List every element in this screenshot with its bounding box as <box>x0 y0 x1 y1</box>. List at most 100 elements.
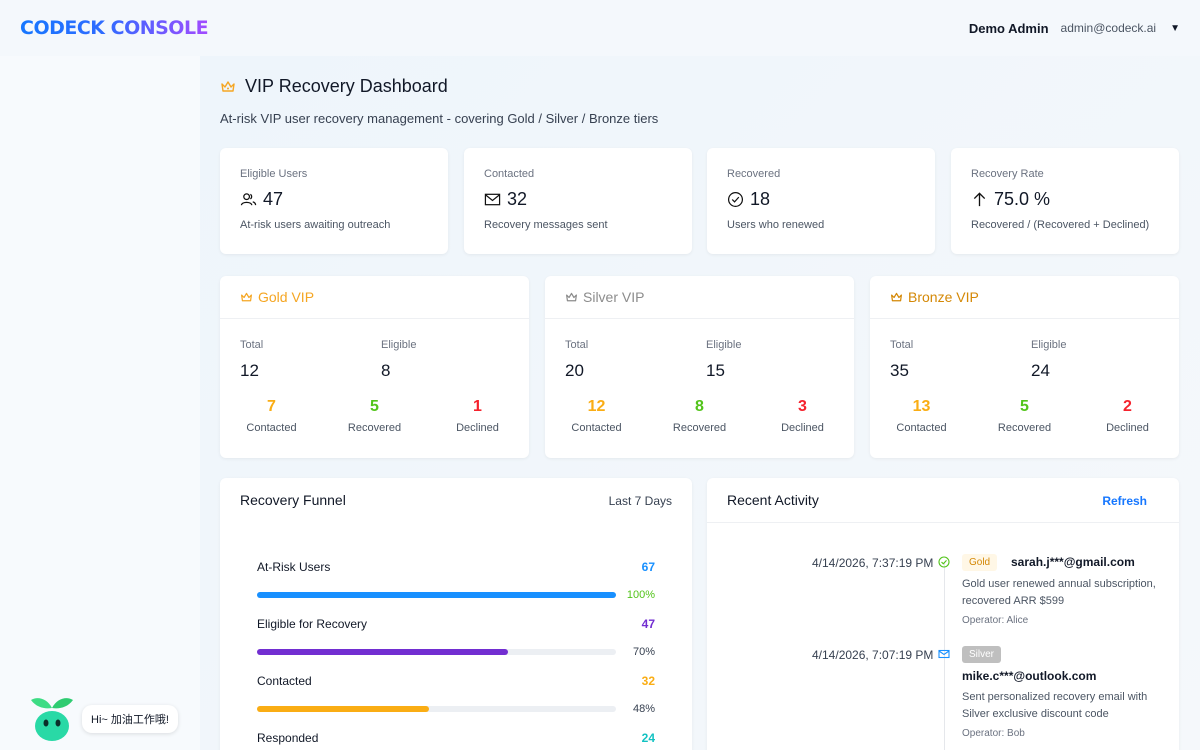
crown-icon <box>566 292 577 301</box>
activity-title: Recent Activity <box>727 492 819 508</box>
metric-label: Declined <box>781 422 824 434</box>
tier-eligible-label: Eligible <box>706 339 742 351</box>
metric-label: Declined <box>456 422 499 434</box>
main-content: VIP Recovery Dashboard At-risk VIP user … <box>200 56 1200 750</box>
metric-value: 5 <box>1020 398 1029 415</box>
tier-total-value: 35 <box>890 361 909 380</box>
metric-value: 8 <box>695 398 704 415</box>
stat-label: Contacted <box>484 168 535 180</box>
funnel-stage-count: 32 <box>641 674 655 688</box>
tier-metric-contacted: 12 Contacted <box>545 398 648 434</box>
funnel-stage-percent: 70% <box>632 646 655 658</box>
sprout-mascot-icon[interactable] <box>27 690 77 742</box>
funnel-bar-track <box>257 706 616 712</box>
page-subtitle: At-risk VIP user recovery management - c… <box>220 111 659 126</box>
tier-name: Silver VIP <box>583 289 645 305</box>
metric-label: Declined <box>1106 422 1149 434</box>
activity-operator: Operator: Bob <box>962 728 1025 739</box>
funnel-stage-name: At-Risk Users <box>257 560 331 574</box>
timeline-line <box>944 562 945 750</box>
metric-value: 1 <box>473 398 482 415</box>
metric-label: Contacted <box>246 422 297 434</box>
metric-value: 7 <box>267 398 276 415</box>
tier-total-label: Total <box>565 339 589 351</box>
funnel-stage-count: 24 <box>641 731 655 745</box>
users-icon <box>240 193 257 206</box>
metric-label: Recovered <box>347 422 402 434</box>
user-name: Demo Admin <box>968 20 1049 36</box>
mail-icon <box>938 649 950 659</box>
funnel-bar-row: 100% <box>257 589 655 601</box>
recovery-funnel-panel: Recovery Funnel Last 7 Days At-Risk User… <box>220 478 692 750</box>
stat-card-recovery-rate: Recovery Rate 75.0 % Recovered / (Recove… <box>951 148 1179 254</box>
funnel-range-selector[interactable]: Last 7 Days <box>608 494 672 508</box>
stat-value-row: 47 <box>240 189 283 210</box>
stat-value: 75.0 % <box>994 189 1051 209</box>
tier-name: Gold VIP <box>258 289 315 305</box>
metric-value: 13 <box>912 398 931 415</box>
check-circle-icon <box>727 191 744 208</box>
stat-value: 32 <box>507 189 528 209</box>
funnel-stage-count: 67 <box>641 560 655 574</box>
stat-card-eligible: Eligible Users 47 At-risk users awaiting… <box>220 148 448 254</box>
stat-description: Recovery messages sent <box>484 219 608 231</box>
page-title: VIP Recovery Dashboard <box>245 76 448 96</box>
tier-total-label: Total <box>890 339 914 351</box>
metric-label: Contacted <box>571 422 622 434</box>
stat-label: Eligible Users <box>240 168 308 180</box>
tier-header: Bronze VIP <box>870 276 1179 319</box>
refresh-button[interactable]: Refresh <box>1102 494 1147 508</box>
tier-eligible-label: Eligible <box>381 339 417 351</box>
stat-value: 47 <box>263 189 284 209</box>
assistant-bubble[interactable]: Hi~ 加油工作哦! <box>82 705 178 733</box>
funnel-stage-name: Contacted <box>257 674 312 688</box>
tier-metric-declined: 2 Declined <box>1076 398 1179 434</box>
funnel-item: Contacted 32 48% <box>257 674 655 715</box>
funnel-row: Responded 24 <box>257 731 655 745</box>
tier-total-value: 20 <box>565 361 584 380</box>
funnel-item: At-Risk Users 67 100% <box>257 560 655 601</box>
tier-header: Gold VIP <box>220 276 529 319</box>
tier-total-value: 12 <box>240 361 259 380</box>
stat-description: At-risk users awaiting outreach <box>240 219 391 231</box>
mail-icon <box>484 193 501 206</box>
funnel-item: Responded 24 <box>257 731 655 750</box>
user-menu[interactable]: Demo Admin admin@codeck.ai ▼ <box>969 21 1180 36</box>
metric-value: 2 <box>1123 398 1132 415</box>
tier-card: Bronze VIP Total 35 Eligible 24 13 Conta… <box>870 276 1179 458</box>
activity-email[interactable]: sarah.j***@gmail.com <box>1011 555 1135 569</box>
activity-time: 4/14/2026, 7:07:19 PM <box>812 648 934 662</box>
tier-eligible-value: 15 <box>706 361 725 380</box>
funnel-bar-row: 70% <box>257 646 655 658</box>
arrow-up-icon <box>973 192 986 207</box>
tier-metric-contacted: 13 Contacted <box>870 398 973 434</box>
tier-metric-declined: 3 Declined <box>751 398 854 434</box>
stat-description: Recovered / (Recovered + Declined) <box>971 219 1150 231</box>
funnel-item: Eligible for Recovery 47 70% <box>257 617 655 658</box>
caret-down-icon[interactable]: ▼ <box>1170 22 1180 34</box>
funnel-bar-track <box>257 649 616 655</box>
funnel-stage-name: Eligible for Recovery <box>257 617 368 631</box>
sidebar <box>0 56 200 750</box>
stat-value: 18 <box>750 189 771 209</box>
metric-label: Recovered <box>672 422 727 434</box>
funnel-bar-row: 48% <box>257 703 655 715</box>
tier-card: Silver VIP Total 20 Eligible 15 12 Conta… <box>545 276 854 458</box>
crown-icon <box>221 80 235 92</box>
metric-label: Contacted <box>896 422 947 434</box>
activity-email[interactable]: mike.c***@outlook.com <box>962 669 1097 683</box>
activity-operator: Operator: Alice <box>962 615 1029 626</box>
metric-label: Recovered <box>997 422 1052 434</box>
tier-card: Gold VIP Total 12 Eligible 8 7 Contacted… <box>220 276 529 458</box>
stat-card-recovered: Recovered 18 Users who renewed <box>707 148 935 254</box>
funnel-row: At-Risk Users 67 <box>257 560 655 574</box>
tier-total-label: Total <box>240 339 264 351</box>
activity-description: Sent personalized recovery email with Si… <box>962 691 1148 720</box>
tier-metric-recovered: 8 Recovered <box>648 398 751 434</box>
tier-metric-recovered: 5 Recovered <box>323 398 426 434</box>
brand-logo[interactable]: CODECK CONSOLE <box>20 17 209 39</box>
tier-metric-contacted: 7 Contacted <box>220 398 323 434</box>
activity-description: Gold user renewed annual subscription, r… <box>962 578 1156 607</box>
tier-metrics: 13 Contacted 5 Recovered 2 Declined <box>870 398 1179 434</box>
funnel-row: Contacted 32 <box>257 674 655 688</box>
